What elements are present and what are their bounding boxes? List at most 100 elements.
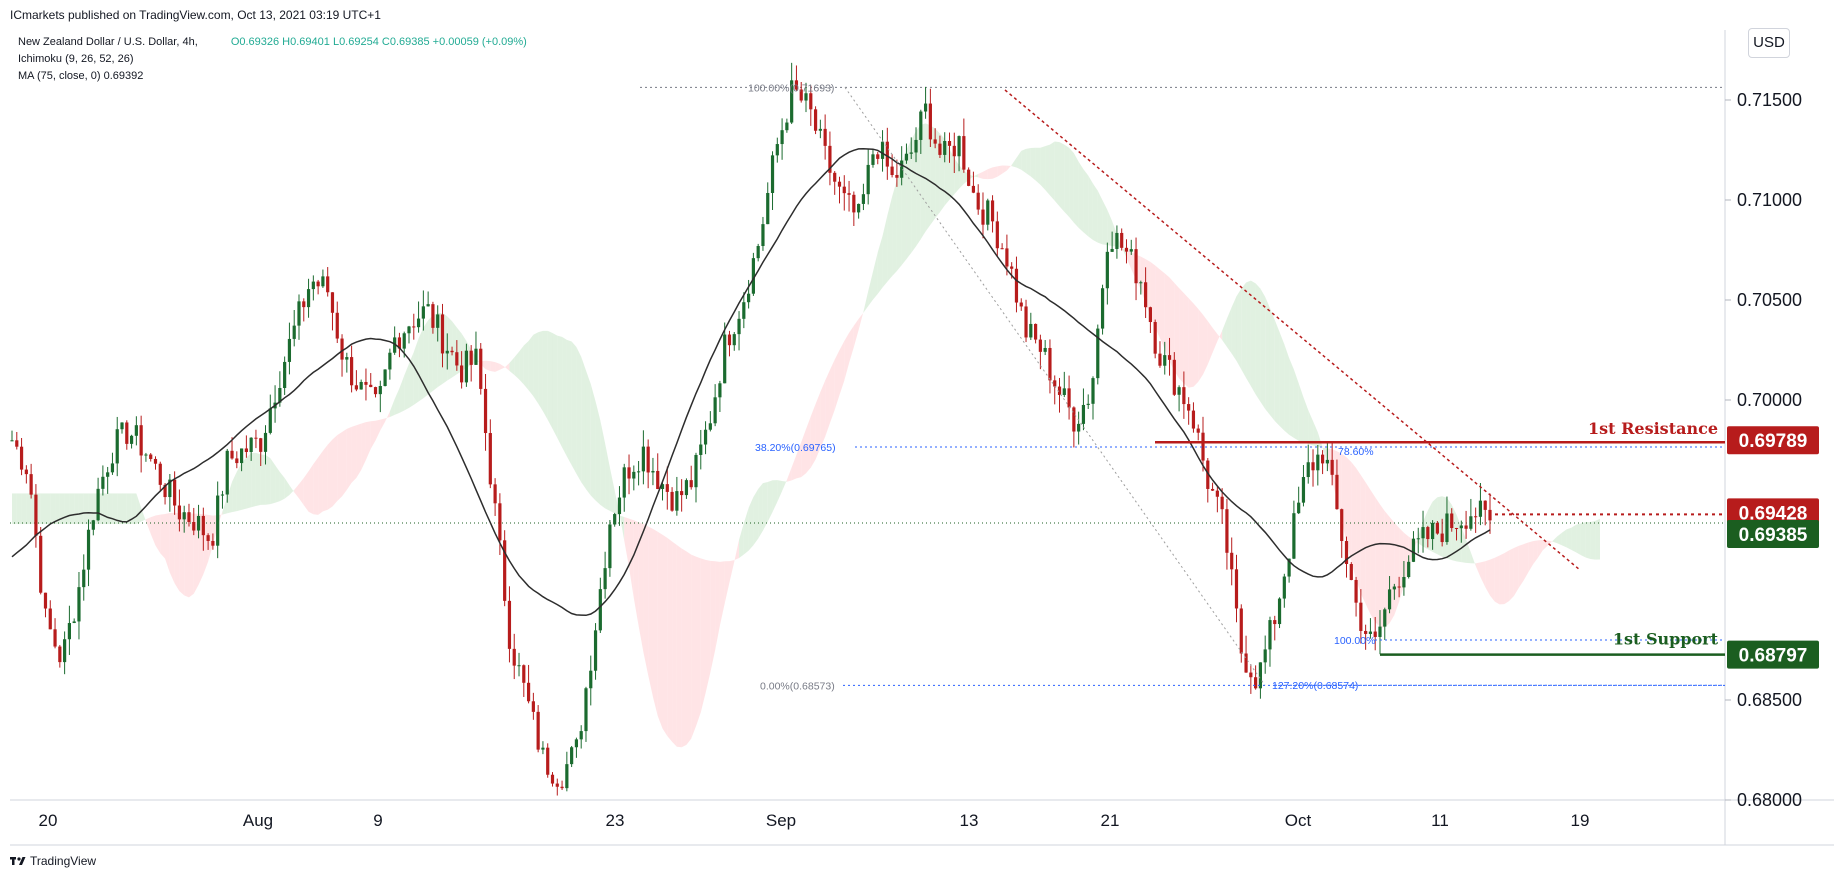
candle-body [77, 587, 81, 622]
cloud-segment [1446, 497, 1452, 561]
candle-body [402, 333, 406, 349]
candle-body [393, 337, 397, 353]
legend-ichimoku[interactable]: Ichimoku (9, 26, 52, 26) [18, 53, 134, 65]
candle-body [1134, 249, 1138, 284]
candle-body [919, 111, 923, 140]
cloud-segment [1030, 147, 1036, 181]
cloud-segment [1054, 141, 1060, 207]
cloud-segment [452, 321, 457, 378]
candle-body [947, 141, 952, 146]
candle-body [1330, 459, 1334, 475]
cloud-segment [925, 123, 931, 232]
candle-body [1120, 232, 1124, 248]
cloud-segment [643, 523, 649, 676]
cloud-segment [1509, 547, 1514, 601]
cloud-segment [633, 520, 639, 626]
cloud-segment [1585, 521, 1591, 560]
cloud-segment [88, 493, 94, 525]
cloud-segment [260, 454, 266, 505]
cloud-segment [585, 370, 591, 496]
candle-body [483, 388, 488, 434]
candle-body [1349, 563, 1353, 580]
cloud-segment [782, 479, 787, 492]
candle-body [460, 365, 464, 383]
cloud-segment [1399, 527, 1404, 602]
candle-body [498, 503, 502, 541]
y-tick-label: 0.70000 [1737, 390, 1802, 410]
candle-body [120, 422, 124, 430]
candle-body [1368, 631, 1373, 634]
cloud-segment [590, 384, 596, 501]
candle-body [1450, 513, 1454, 529]
candle-body [1062, 388, 1066, 395]
candle-body [201, 515, 205, 536]
cloud-segment [753, 488, 759, 546]
candle-body [1268, 620, 1272, 650]
candle-body [316, 281, 320, 287]
candle-body [584, 688, 588, 732]
candle-body [909, 152, 913, 154]
cloud-segment [557, 335, 563, 448]
cloud-segment [1595, 518, 1601, 560]
candle-body [818, 128, 822, 131]
legend-symbol[interactable]: New Zealand Dollar / U.S. Dollar, 4h, [18, 36, 198, 48]
footer-brand-text: TradingView [30, 854, 97, 868]
cloud-segment [1102, 200, 1108, 246]
cloud-segment [1552, 536, 1557, 544]
cloud-segment [1528, 541, 1534, 573]
candle-body [15, 440, 19, 447]
cloud-segment [1092, 183, 1098, 243]
cloud-segment [1088, 175, 1093, 241]
cloud-segment [1049, 141, 1055, 201]
cloud-segment [375, 419, 381, 441]
candle-body [196, 515, 201, 531]
candle-body [847, 193, 851, 195]
candle-body [287, 338, 292, 362]
candle-body [560, 786, 564, 789]
candle-body [1373, 631, 1377, 637]
x-tick-label: 20 [39, 811, 58, 830]
cloud-segment [136, 493, 142, 525]
candle-body [29, 474, 33, 495]
cloud-segment [523, 340, 529, 391]
cloud-segment [150, 515, 156, 546]
candle-body [192, 521, 196, 531]
candle-body [1072, 407, 1076, 432]
candle-body [373, 387, 378, 395]
cloud-segment [710, 560, 716, 673]
cloud-segment [657, 531, 663, 729]
currency-button[interactable]: USD [1748, 28, 1790, 58]
cloud-segment [686, 551, 692, 745]
cloud-segment [208, 514, 213, 562]
cloud-segment [1069, 147, 1074, 223]
cloud-segment [1064, 144, 1070, 217]
cloud-segment [695, 556, 701, 727]
candle-body [928, 103, 932, 140]
cloud-segment [490, 361, 496, 372]
cloud-segment [911, 130, 917, 253]
candle-body [1311, 462, 1315, 471]
candle-body [531, 701, 535, 712]
chart-legend: New Zealand Dollar / U.S. Dollar, 4h, O0… [18, 34, 527, 85]
candle-body [306, 289, 311, 308]
candle-body [1378, 626, 1382, 637]
candle-body [19, 446, 24, 470]
candle-body [804, 93, 808, 101]
fib-level-label: 100.00%(0.71693) [748, 82, 834, 94]
cloud-segment [289, 485, 295, 495]
cloud-segment [566, 339, 572, 466]
cloud-segment [112, 493, 118, 525]
candle-body [364, 381, 368, 385]
cloud-segment [428, 315, 433, 395]
legend-ma[interactable]: MA (75, close, 0) 0.69392 [18, 70, 144, 82]
candle-body [713, 397, 717, 424]
cloud-segment [542, 330, 548, 420]
cloud-segment [1442, 496, 1447, 559]
candle-body [837, 181, 842, 187]
candle-body [1344, 541, 1349, 564]
candle-body [665, 484, 669, 492]
candle-body [101, 476, 105, 489]
cloud-segment [160, 514, 166, 559]
candle-body [823, 128, 827, 146]
